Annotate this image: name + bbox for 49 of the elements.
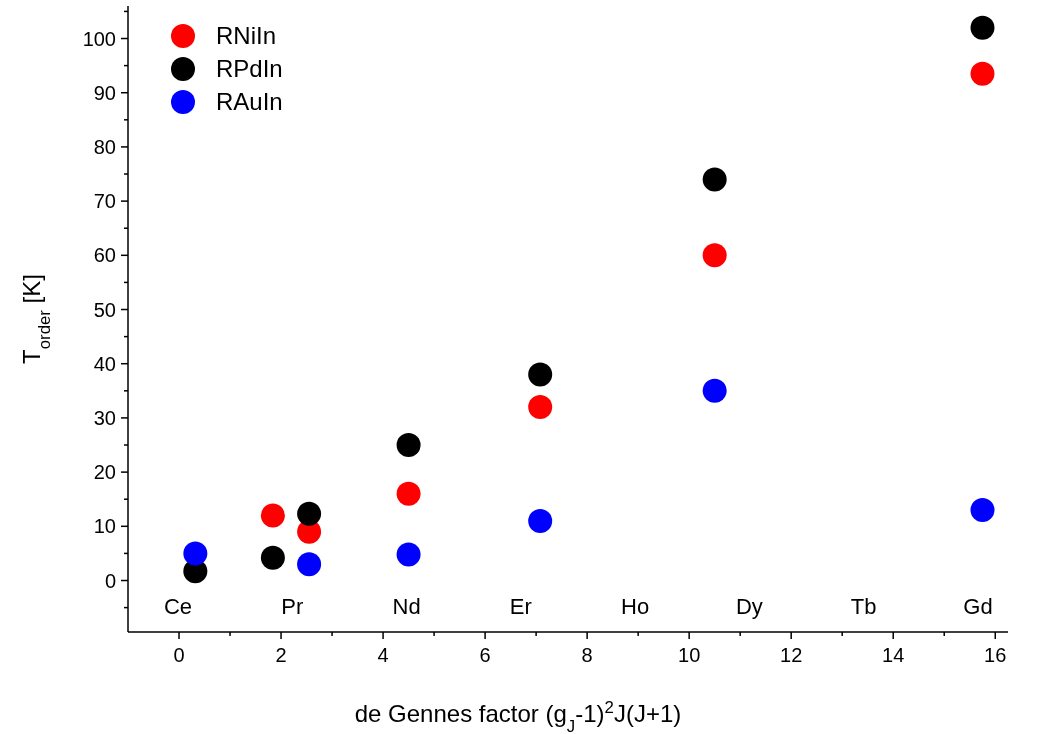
y-tick-label: 100 <box>82 27 116 50</box>
point <box>970 498 995 523</box>
point <box>528 395 553 420</box>
point <box>396 433 421 458</box>
y-tick-label: 90 <box>93 81 116 104</box>
point <box>702 378 727 403</box>
annotation: Ce <box>163 593 193 619</box>
annotation: Er <box>509 593 532 619</box>
x-tick-label: 0 <box>173 644 185 666</box>
point <box>702 167 727 192</box>
y-tick-label: 80 <box>93 135 116 158</box>
point <box>970 15 995 40</box>
point <box>260 503 285 528</box>
annotation: Pr <box>281 593 304 619</box>
annotation: Gd <box>963 593 993 619</box>
x-axis-title: de Gennes factor (g$_{J}$-1)$^{2}$J(J+1) <box>354 697 682 734</box>
legend-label: RNiIn <box>216 22 277 50</box>
x-tick-label: 4 <box>377 644 389 666</box>
point <box>297 552 322 577</box>
point <box>260 545 285 570</box>
x-tick-label: 6 <box>479 644 491 666</box>
point <box>396 542 421 567</box>
point <box>702 243 727 268</box>
annotation: Ho <box>621 593 650 619</box>
x-tick-label: 2 <box>275 644 287 666</box>
point <box>396 481 421 506</box>
y-tick-label: 30 <box>93 406 116 429</box>
point <box>528 508 553 533</box>
point <box>297 501 322 526</box>
point <box>183 541 208 566</box>
annotation: Nd <box>392 593 421 619</box>
annotation: Dy <box>735 593 763 619</box>
y-tick-label: 10 <box>93 515 116 538</box>
point <box>528 362 553 387</box>
annotation: Tb <box>850 593 877 619</box>
x-tick-label: 14 <box>882 644 905 666</box>
x-tick-label: 16 <box>984 644 1007 666</box>
y-tick-label: 40 <box>93 352 116 375</box>
legend-label: RAuIn <box>216 88 283 116</box>
y-tick-label: 50 <box>93 298 116 321</box>
point <box>970 61 995 86</box>
y-tick-label: 20 <box>93 461 116 484</box>
x-tick-label: 10 <box>678 644 701 666</box>
legend-label: RPdIn <box>216 55 283 83</box>
x-tick-label: 8 <box>581 644 593 666</box>
y-tick-label: 0 <box>104 569 116 592</box>
y-tick-label: 60 <box>93 244 116 267</box>
y-tick-label: 70 <box>93 190 116 213</box>
x-tick-label: 12 <box>780 644 803 666</box>
